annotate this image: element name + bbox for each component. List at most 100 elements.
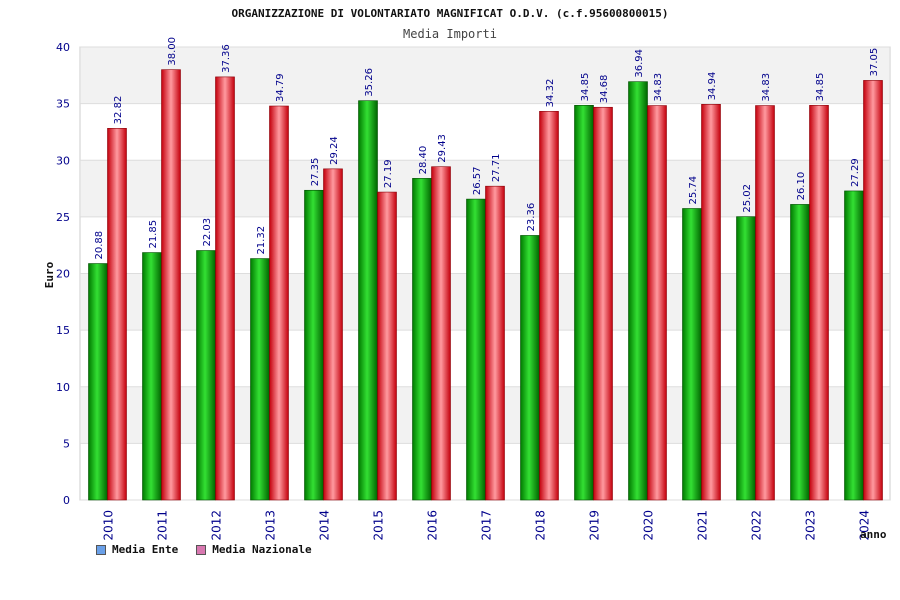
bar-media-ente-2016 [412,178,432,501]
bar-media-ente-2022 [736,216,756,501]
bar-media-ente-2011 [142,252,162,501]
x-tick-label: 2013 [264,510,278,541]
y-tick-labels: 0 5 10 15 20 25 30 35 40 [56,41,70,507]
value-label: 26.57 [472,166,483,195]
y-tick-label: 15 [56,324,70,337]
value-label: 22.03 [202,218,213,247]
value-label: 34.85 [815,73,826,102]
legend-label-media-nazionale: Media Nazionale [212,543,312,556]
value-label: 34.94 [707,72,718,101]
bar-media-nazionale-2014 [323,168,343,501]
y-tick-label: 20 [56,268,70,281]
bar-media-ente-2010 [88,263,108,501]
value-label: 32.82 [113,96,124,125]
value-label: 21.32 [256,226,267,255]
value-label: 37.36 [221,44,232,73]
bar-media-nazionale-2011 [161,69,181,501]
value-label: 27.35 [310,158,321,187]
y-tick-label: 0 [63,494,70,507]
value-label: 34.68 [599,75,610,104]
bar-media-ente-2018 [520,235,540,501]
x-tick-label: 2011 [156,510,170,541]
x-tick-label: 2018 [534,510,548,541]
legend-item-media-nazionale: Media Nazionale [196,543,312,556]
value-labels: 20.88 32.82 21.85 38.00 22.03 37.36 21.32 34.79… [94,37,880,260]
bar-media-nazionale-2015 [377,191,397,501]
value-label: 27.71 [491,154,502,183]
value-label: 29.24 [329,136,340,165]
x-tick-label: 2023 [804,510,818,541]
x-tick-label: 2012 [210,510,224,541]
bar-media-nazionale-2022 [755,105,775,501]
x-tick-label: 2017 [480,510,494,541]
y-tick-label: 10 [56,381,70,394]
bar-media-ente-2021 [682,208,702,501]
value-label: 36.94 [634,49,645,78]
value-label: 27.29 [850,158,861,187]
bar-media-nazionale-2020 [647,105,667,501]
x-tick-label: 2021 [696,510,710,541]
value-label: 29.43 [437,134,448,163]
bar-media-nazionale-2024 [863,80,883,501]
x-tick-label: 2016 [426,510,440,541]
bar-media-ente-2024 [844,190,864,501]
value-label: 27.19 [383,159,394,188]
value-label: 28.40 [418,146,429,175]
value-label: 20.88 [94,231,105,260]
x-tick-label: 2010 [102,510,116,541]
x-tick-label: 2020 [642,510,656,541]
value-label: 37.05 [869,48,880,77]
bar-media-ente-2014 [304,189,324,501]
bar-media-ente-2019 [574,105,594,501]
chart-title: ORGANIZZAZIONE DI VOLONTARIATO MAGNIFICA… [231,7,668,20]
y-tick-label: 5 [63,437,70,450]
bar-media-nazionale-2017 [485,185,505,501]
x-tick-label: 2019 [588,510,602,541]
value-label: 34.83 [761,73,772,102]
value-label: 23.36 [526,203,537,232]
value-label: 21.85 [148,220,159,249]
x-tick-label: 2015 [372,510,386,541]
legend-label-media-ente: Media Ente [112,543,179,556]
bar-media-ente-2013 [250,258,270,501]
legend: Media Ente Media Nazionale [96,543,312,556]
value-label: 34.85 [580,73,591,102]
value-label: 25.02 [742,184,753,213]
bar-media-nazionale-2023 [809,105,829,501]
legend-swatch-media-ente [96,544,106,555]
value-label: 38.00 [167,37,178,66]
x-tick-label: 2024 [858,510,872,541]
value-label: 35.26 [364,68,375,97]
value-label: 34.79 [275,73,286,102]
x-axis-label: anno [860,528,887,541]
value-label: 34.83 [653,73,664,102]
bar-media-nazionale-2012 [215,76,235,501]
y-tick-label: 40 [56,41,70,54]
legend-item-media-ente: Media Ente [96,543,178,556]
bar-media-nazionale-2010 [107,128,127,501]
bar-media-nazionale-2018 [539,111,559,501]
chart-subtitle: Media Importi [403,27,497,41]
y-axis-label: Euro [43,261,56,288]
bar-media-ente-2017 [466,198,486,501]
bar-media-nazionale-2013 [269,105,289,501]
bars-group [88,69,883,501]
bar-media-nazionale-2021 [701,104,721,501]
bar-media-ente-2020 [628,81,648,501]
value-label: 34.32 [545,79,556,108]
y-tick-label: 35 [56,98,70,111]
value-label: 26.10 [796,172,807,201]
bar-media-ente-2012 [196,250,216,501]
value-label: 25.74 [688,176,699,205]
y-tick-label: 30 [56,154,70,167]
bar-media-ente-2015 [358,100,378,501]
x-tick-label: 2014 [318,510,332,541]
y-tick-label: 25 [56,211,70,224]
x-tick-label: 2022 [750,510,764,541]
bar-media-nazionale-2019 [593,106,613,501]
bar-media-ente-2023 [790,204,810,501]
x-tick-labels: 2010 2011 2012 2013 2014 2015 2016 2017 2018 2019… [102,510,872,541]
legend-swatch-media-nazionale [196,544,207,555]
bar-media-nazionale-2016 [431,166,451,501]
